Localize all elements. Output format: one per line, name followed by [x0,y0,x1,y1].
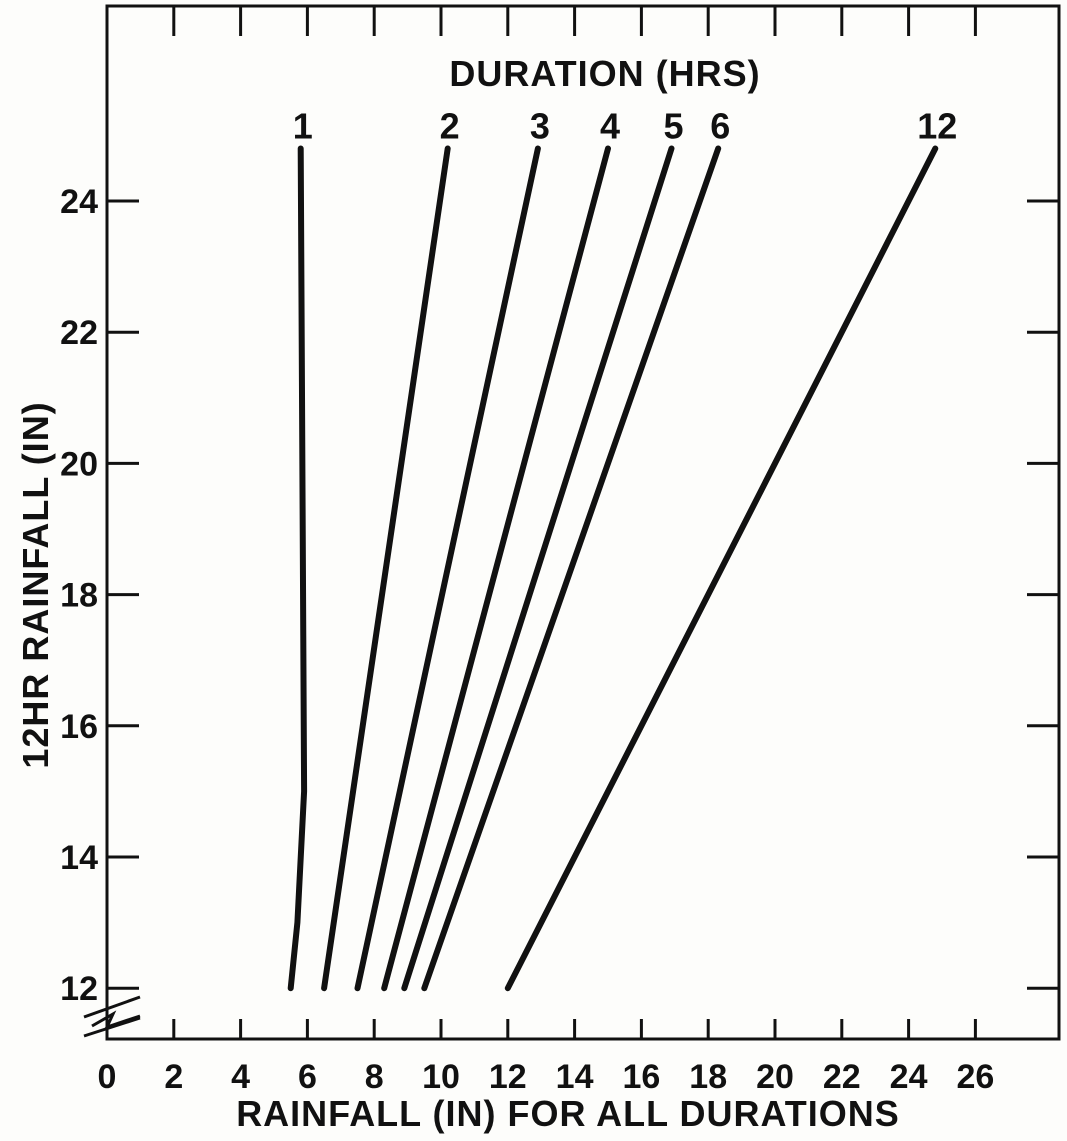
y-tick-label: 16 [60,708,98,746]
x-tick-label: 4 [231,1058,250,1096]
series-line-6hr [421,145,722,992]
axis-break-symbol [83,995,141,1038]
y-tick-label: 18 [60,577,98,615]
series-label-4hr: 4 [600,106,620,147]
y-tick-label: 20 [60,445,98,483]
series-line-5hr [401,145,675,992]
series-label-6hr: 6 [710,106,730,147]
x-tick-label: 18 [689,1058,727,1096]
series-line-3hr [354,145,541,992]
series-line-2hr [321,145,451,992]
series-lines [287,145,939,992]
y-axis-label: 12HR RAINFALL (IN) [15,401,56,768]
x-tick-label: 6 [298,1058,317,1096]
y-tick-label: 24 [60,183,98,221]
series-line-4hr [381,145,611,992]
x-axis-label: RAINFALL (IN) FOR ALL DURATIONS [236,1093,900,1134]
x-axis-ticks: 0 2 4 6 8 10 12 14 16 18 20 22 24 26 [98,6,994,1096]
series-label-3hr: 3 [530,106,550,147]
chart-title: DURATION (HRS) [449,53,760,94]
y-tick-label: 22 [60,314,98,352]
y-axis-ticks: 12 14 16 18 20 22 24 [60,183,1059,1008]
x-tick-label: 10 [422,1058,460,1096]
x-tick-label: 16 [622,1058,660,1096]
series-label-1hr: 1 [293,106,313,147]
x-tick-label: 20 [756,1058,794,1096]
x-tick-label: 2 [164,1058,183,1096]
x-tick-label: 8 [365,1058,384,1096]
x-tick-label: 0 [98,1058,117,1096]
x-tick-label: 14 [556,1058,594,1096]
series-label-5hr: 5 [663,106,683,147]
series-line-1hr [287,145,308,992]
y-tick-label: 14 [60,839,98,877]
series-label-2hr: 2 [440,106,460,147]
x-tick-label: 12 [489,1058,527,1096]
x-tick-label: 22 [823,1058,861,1096]
x-tick-label: 26 [956,1058,994,1096]
y-tick-label: 12 [60,970,98,1008]
series-labels: 1 2 3 4 5 6 12 [293,106,958,147]
x-tick-label: 24 [890,1058,928,1096]
series-line-12hr [504,145,939,992]
plot-frame [105,4,1061,1041]
series-label-12hr: 12 [917,106,957,147]
